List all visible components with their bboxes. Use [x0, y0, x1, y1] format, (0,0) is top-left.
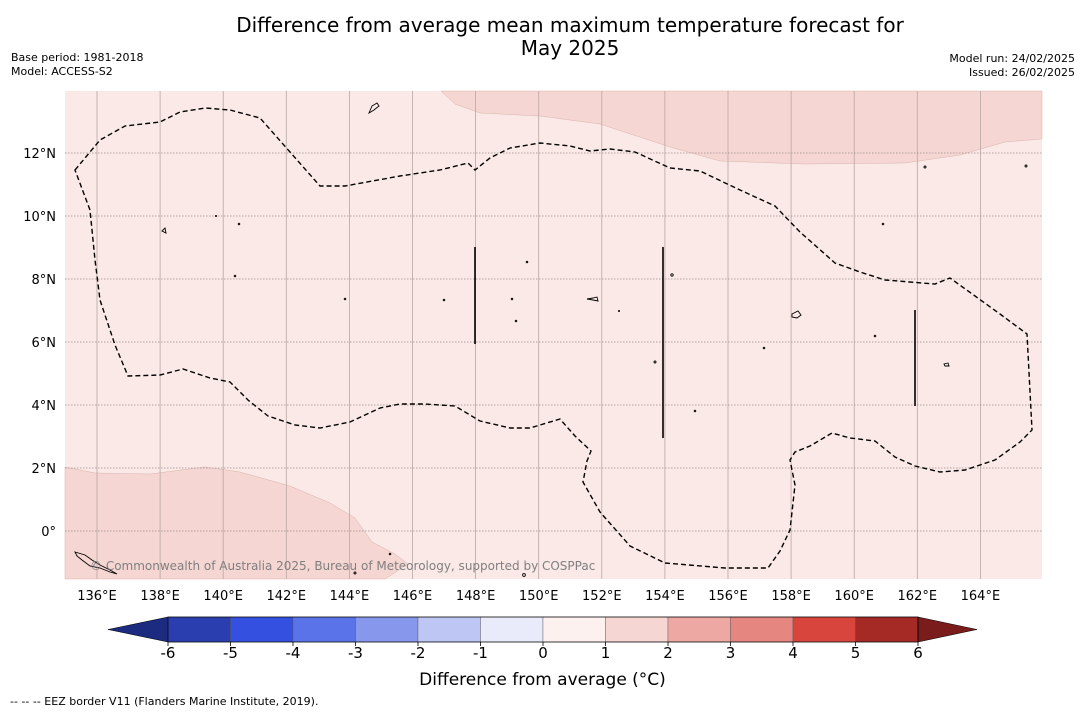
latitude-label: 6°N [32, 336, 57, 351]
longitude-label: 148°E [456, 589, 496, 604]
colorbar-segment [292, 616, 356, 643]
longitude-label: 144°E [330, 589, 370, 604]
atoll-18 [388, 552, 392, 556]
colorbar-segment [667, 616, 731, 643]
colorbar-tick-label: -4 [286, 644, 301, 662]
atoll-2 [237, 222, 241, 226]
colorbar-segment [355, 616, 419, 643]
atoll-14 [873, 334, 877, 338]
island-new-guinea-tip [74, 551, 118, 575]
longitude-label: 150°E [519, 589, 559, 604]
atoll-9 [617, 309, 621, 313]
latitude-label: 8°N [32, 273, 57, 288]
atoll-20 [522, 573, 526, 577]
longitude-labels: 136°E 138°E 140°E 142°E 144°E 146°E 148°E 150°E… [77, 589, 1000, 604]
longitude-label: 156°E [708, 589, 748, 604]
colorbar-segment [792, 616, 856, 643]
title-line-2: May 2025 [520, 36, 620, 60]
map-title: Difference from average mean maximum tem… [160, 14, 980, 60]
island-pohnpei [791, 310, 802, 319]
model-name: Model: ACCESS-S2 [11, 65, 113, 78]
atoll-16 [923, 165, 927, 169]
longitude-label: 142°E [267, 589, 307, 604]
colorbar-extend-low [107, 616, 169, 643]
longitude-label: 136°E [77, 589, 117, 604]
islands [74, 102, 1028, 577]
colorbar-segment [542, 616, 606, 643]
longitude-label: 140°E [203, 589, 243, 604]
colorbar-segment [605, 616, 669, 643]
atoll-5 [442, 298, 446, 302]
island-yap [161, 227, 167, 234]
colorbar-tick-label: 4 [788, 644, 798, 662]
warm-anomaly-region-south [64, 466, 409, 580]
atoll-12 [693, 409, 697, 413]
colorbar-segment [230, 616, 294, 643]
colorbar-segment [480, 616, 544, 643]
colorbar-tick-label: -6 [161, 644, 176, 662]
longitude-label: 146°E [393, 589, 433, 604]
atoll-13 [762, 346, 766, 350]
model-run-date: Model run: 24/02/2025 [949, 52, 1075, 65]
atoll-15 [881, 222, 885, 226]
colorbar-segment [730, 616, 794, 643]
latitude-label: 12°N [23, 147, 56, 162]
atoll-1 [233, 274, 237, 278]
colorbar: -6 -5 -4 -3 -2 -1 0 1 2 3 4 5 6 [107, 616, 978, 662]
atoll-11 [653, 360, 657, 364]
colorbar-tick-label: -2 [411, 644, 426, 662]
latitude-label: 2°N [32, 462, 57, 477]
longitude-label: 164°E [961, 589, 1001, 604]
atoll-19 [353, 571, 357, 575]
latitude-labels: 12°N 10°N 8°N 6°N 4°N 2°N 0° [23, 147, 56, 540]
title-line-1: Difference from average mean maximum tem… [236, 13, 904, 37]
colorbar-tick-label: -1 [473, 644, 488, 662]
run-info: Model run: 24/02/2025 Issued: 26/02/2025 [949, 52, 1075, 80]
colorbar-tick-label: -5 [223, 644, 238, 662]
eez-border-palau-fsm-west [74, 107, 1033, 569]
latitude-label: 0° [41, 525, 56, 540]
colorbar-segment [855, 616, 919, 643]
longitude-label: 152°E [582, 589, 622, 604]
colorbar-segment [417, 616, 481, 643]
eez-legend-note: -- -- -- EEZ border V11 (Flanders Marine… [10, 695, 319, 708]
atoll-8 [525, 260, 529, 264]
atoll-10 [670, 273, 674, 277]
atoll-7 [514, 319, 518, 323]
colorbar-label: Difference from average (°C) [419, 670, 666, 690]
island-guam [368, 102, 380, 115]
issued-date: Issued: 26/02/2025 [968, 66, 1075, 79]
colorbar-tick-label: 3 [726, 644, 736, 662]
latitude-label: 4°N [32, 399, 57, 414]
base-period: Base period: 1981-2018 [11, 51, 144, 64]
colorbar-tick-label: -3 [348, 644, 363, 662]
model-info: Base period: 1981-2018 Model: ACCESS-S2 [11, 51, 143, 79]
longitude-label: 154°E [645, 589, 685, 604]
longitude-label: 158°E [771, 589, 811, 604]
graticule [65, 91, 1042, 579]
longitude-label: 160°E [834, 589, 874, 604]
colorbar-tick-label: 5 [851, 644, 861, 662]
atoll-6 [510, 297, 514, 301]
atoll-17 [1024, 164, 1028, 168]
longitude-label: 138°E [140, 589, 180, 604]
warm-anomaly-region-north [440, 90, 1043, 165]
colorbar-extend-high [917, 616, 978, 643]
atoll-3 [214, 214, 218, 218]
colorbar-tick-label: 6 [913, 644, 923, 662]
copyright-watermark: © Commonwealth of Australia 2025, Bureau… [90, 559, 595, 573]
colorbar-segment [167, 616, 231, 643]
colorbar-tick-label: 1 [601, 644, 611, 662]
longitude-label: 162°E [898, 589, 938, 604]
latitude-label: 10°N [23, 210, 56, 225]
island-kosrae [943, 362, 950, 367]
island-chuuk [586, 296, 599, 302]
colorbar-tick-label: 0 [538, 644, 548, 662]
colorbar-tick-label: 2 [663, 644, 673, 662]
atoll-4 [343, 297, 347, 301]
